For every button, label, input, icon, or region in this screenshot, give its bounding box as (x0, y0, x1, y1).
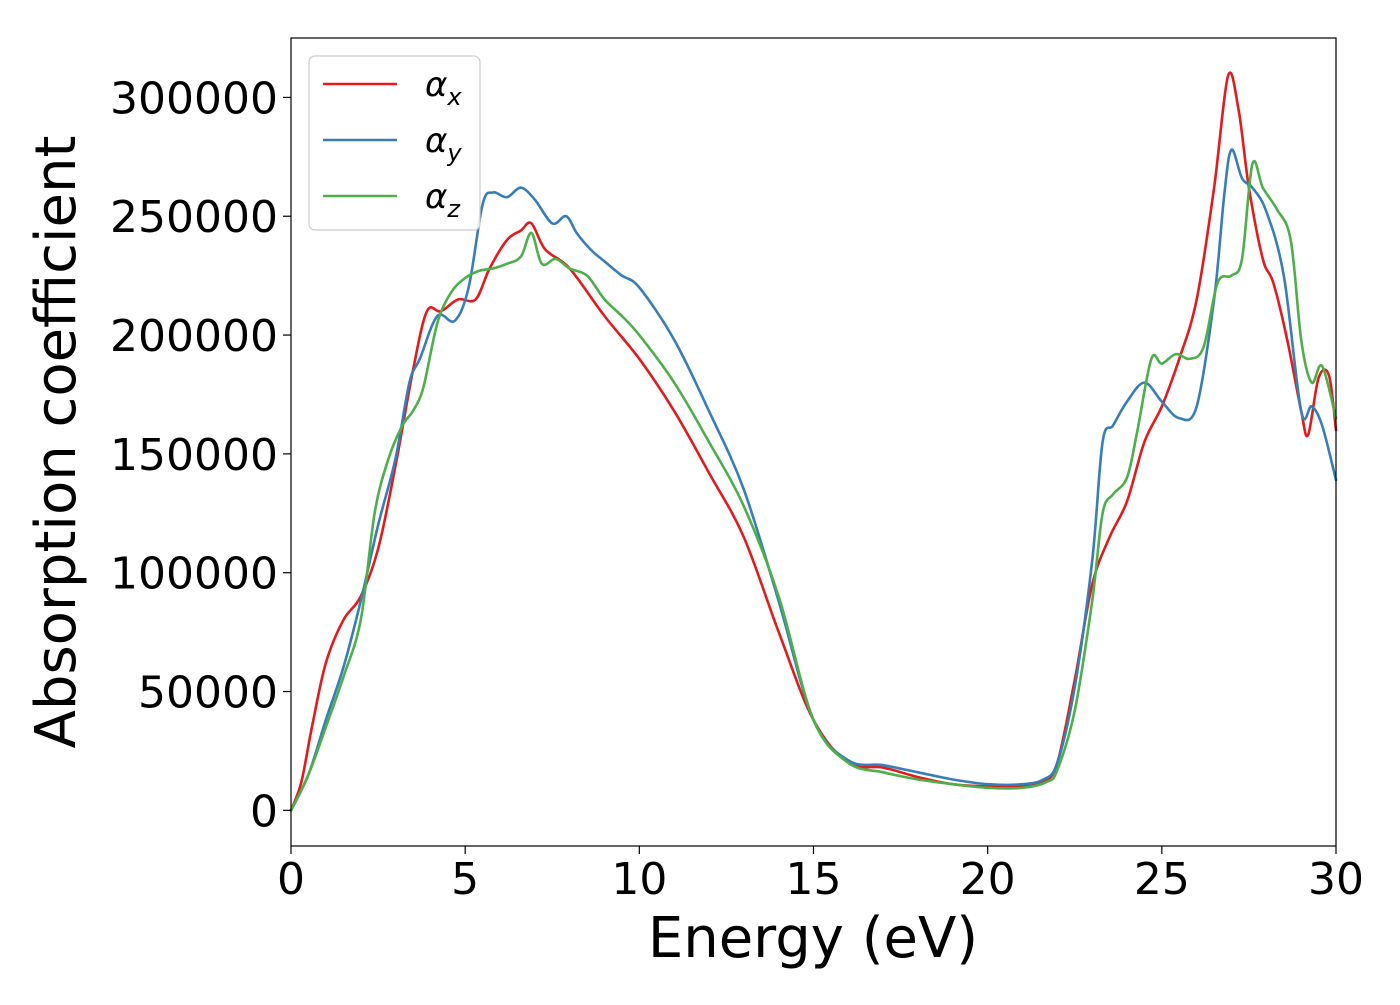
legend-subscript: y (446, 139, 462, 167)
y-tick-label: 100000 (110, 549, 278, 600)
series-line-z (289, 159, 1338, 812)
legend-subscript: x (446, 83, 462, 111)
series-line-y (289, 148, 1338, 812)
y-tick-label: 50000 (138, 668, 278, 719)
x-tick-label: 0 (277, 854, 305, 905)
x-tick-label: 5 (451, 854, 479, 905)
x-tick-label: 25 (1134, 854, 1190, 905)
y-tick-label: 0 (250, 786, 278, 837)
x-tick-label: 20 (960, 854, 1016, 905)
legend-label-z: αz (425, 177, 461, 223)
x-axis-ticks: 0 5 10 15 20 25 30 (277, 846, 1364, 905)
y-tick-label: 200000 (110, 311, 278, 362)
legend-label-x: αx (425, 65, 462, 111)
legend-symbol: α (425, 177, 447, 217)
y-axis-title: Absorption coefficient (24, 136, 89, 749)
y-tick-label: 150000 (110, 430, 278, 481)
legend-box (308, 55, 481, 231)
legend-symbol: α (425, 121, 447, 161)
y-axis-ticks: 0 50000 100000 150000 200000 250000 300000 (110, 73, 291, 837)
legend-subscript: z (446, 195, 461, 223)
legend-label-y: αy (425, 121, 462, 167)
y-tick-label: 250000 (110, 192, 278, 243)
series-layer (289, 71, 1338, 812)
x-axis-title: Energy (eV) (648, 906, 978, 971)
x-tick-label: 30 (1308, 854, 1364, 905)
series-line-x (289, 71, 1338, 812)
x-tick-label: 15 (786, 854, 842, 905)
legend-symbol: α (425, 65, 447, 105)
y-tick-label: 300000 (110, 73, 278, 124)
x-tick-label: 10 (611, 854, 667, 905)
